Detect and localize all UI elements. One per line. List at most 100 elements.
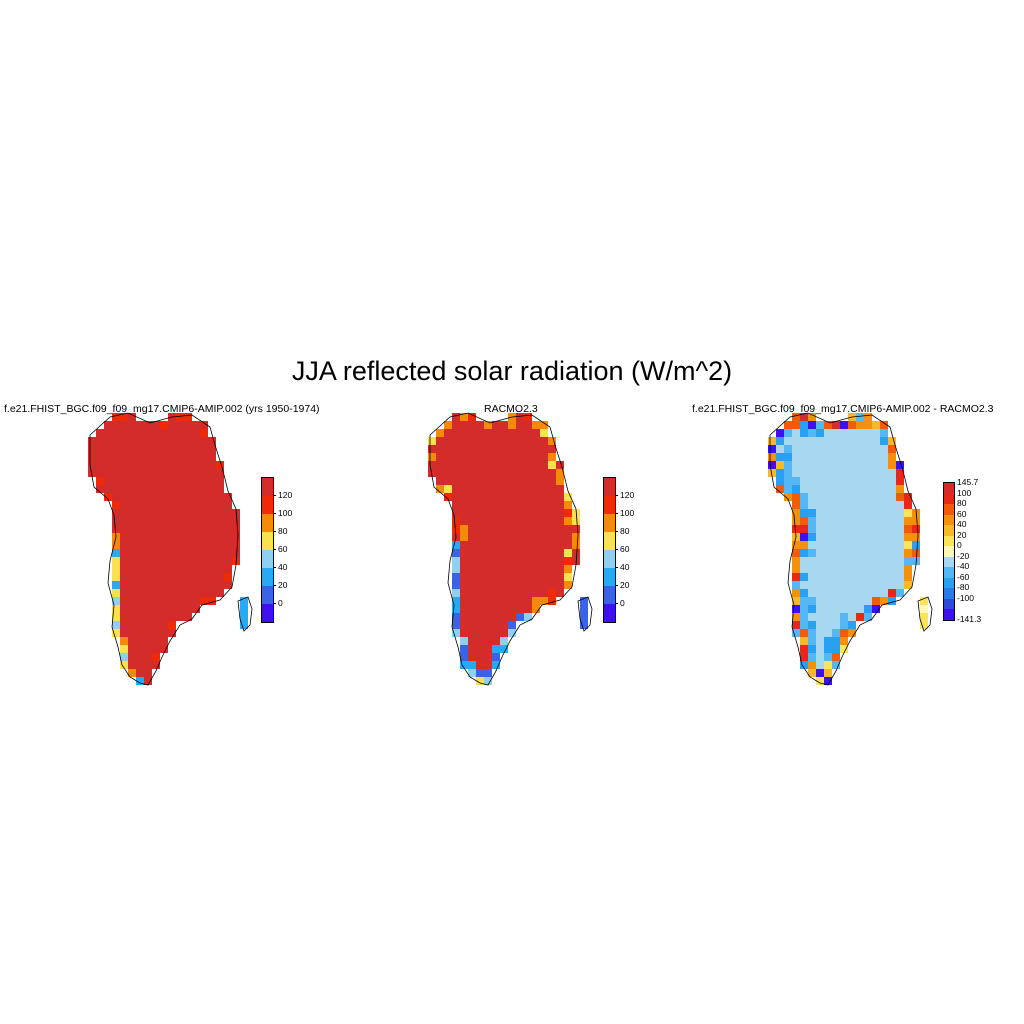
grid-cell [800,621,808,629]
grid-cell [176,573,184,581]
grid-cell [872,461,880,469]
colorbar-box [604,568,615,586]
grid-cell [508,629,516,637]
grid-cell [516,509,524,517]
grid-cell [492,501,500,509]
grid-cell [492,645,500,653]
grid-cell [904,549,912,557]
greenland-map-obs [428,412,593,686]
grid-cell [816,461,824,469]
grid-cell [216,557,224,565]
grid-cell [184,477,192,485]
grid-cell [200,509,208,517]
grid-cell [492,557,500,565]
grid-cell [484,469,492,477]
grid-cell [216,461,224,469]
grid-cell [200,597,208,605]
grid-cell [476,429,484,437]
grid-cell [452,517,460,525]
grid-cell [864,413,872,421]
grid-cell [808,573,816,581]
grid-cell [468,613,476,621]
grid-cell [96,429,104,437]
grid-cell [792,565,800,573]
grid-cell [888,485,896,493]
grid-cell [128,541,136,549]
grid-cell [120,581,128,589]
grid-cell [120,517,128,525]
grid-cell [856,493,864,501]
grid-cell [120,557,128,565]
grid-cell [112,565,120,573]
grid-cell [904,573,912,581]
grid-cell [136,613,144,621]
grid-cell [532,461,540,469]
grid-cell [904,525,912,533]
grid-cell [224,501,232,509]
grid-cell [176,541,184,549]
grid-cell [168,605,176,613]
grid-cell [532,557,540,565]
grid-cell [184,517,192,525]
grid-cell [460,549,468,557]
grid-cell [128,565,136,573]
grid-cell [816,477,824,485]
grid-cell [516,469,524,477]
grid-cell [912,517,920,525]
colorbar-box [944,535,954,546]
grid-cell [864,509,872,517]
grid-cell [784,445,792,453]
grid-cell [476,549,484,557]
grid-cell [160,477,168,485]
grid-cell [120,429,128,437]
grid-cell [864,453,872,461]
grid-cell [840,581,848,589]
colorbar-label: 0 [620,598,625,608]
grid-cell [516,445,524,453]
grid-cell [160,461,168,469]
grid-cell [816,637,824,645]
grid-cell [492,613,500,621]
grid-cell [564,549,572,557]
grid-cell [192,517,200,525]
colorbar-box [944,483,954,494]
grid-cell [452,421,460,429]
grid-cell [484,661,492,669]
grid-cell [824,653,832,661]
grid-cell [460,621,468,629]
grid-cell [468,629,476,637]
grid-cell [856,549,864,557]
grid-cell [484,629,492,637]
grid-cell [808,517,816,525]
grid-cell [136,653,144,661]
grid-cell [468,621,476,629]
grid-cell [184,453,192,461]
colorbar-tick [615,531,618,532]
grid-cell [824,573,832,581]
grid-cell [808,533,816,541]
grid-cell [880,453,888,461]
grid-cell [476,525,484,533]
grid-cell [872,429,880,437]
grid-cell [888,573,896,581]
grid-cell [848,525,856,533]
colorbar-label: -60 [957,571,970,582]
grid-cell [500,461,508,469]
grid-cell [112,621,120,629]
grid-cell [856,477,864,485]
grid-cell [516,437,524,445]
grid-cell [808,557,816,565]
grid-cell [824,669,832,677]
grid-cell [904,541,912,549]
grid-cell [808,445,816,453]
grid-cell [492,605,500,613]
grid-cell [96,485,104,493]
grid-cell [476,469,484,477]
grid-cell [548,437,556,445]
grid-cell [856,597,864,605]
grid-cell [872,525,880,533]
grid-cell [144,541,152,549]
grid-cell [160,645,168,653]
colorbar-tick [273,549,276,550]
grid-cell [508,437,516,445]
